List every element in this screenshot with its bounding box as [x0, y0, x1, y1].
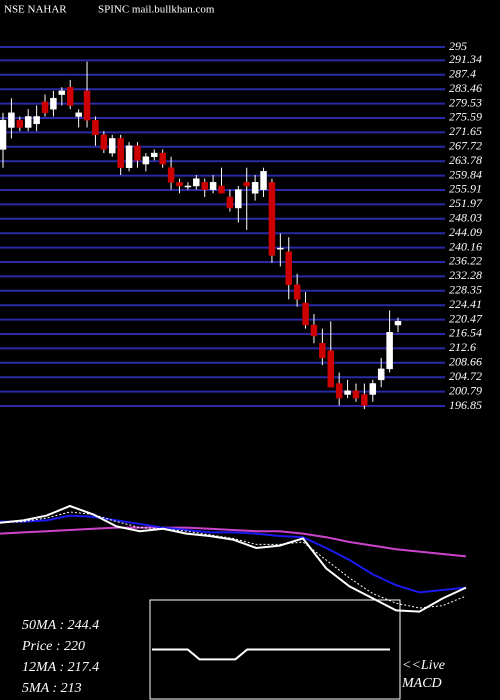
- y-tick-label: 251.97: [449, 196, 483, 210]
- candle-body: [16, 119, 24, 128]
- candle-body: [100, 134, 108, 150]
- candle-body: [66, 86, 74, 106]
- y-tick-label: 204.72: [449, 369, 482, 383]
- candle-body: [302, 302, 309, 326]
- y-tick-label: 228.35: [449, 283, 482, 297]
- candle-body: [277, 247, 284, 250]
- candle-body: [226, 196, 234, 209]
- candle-body: [386, 332, 393, 370]
- candle-body: [201, 182, 208, 190]
- candle-body: [335, 383, 343, 399]
- candle-body: [352, 390, 360, 399]
- y-tick-label: 236.22: [449, 254, 482, 268]
- candle-body: [83, 90, 91, 121]
- stat-label: 12MA : 217.4: [22, 660, 99, 675]
- candle-body: [109, 138, 116, 154]
- candle-body: [319, 343, 326, 359]
- macd-line: [152, 648, 390, 661]
- candle-body: [41, 101, 49, 114]
- y-tick-label: 212.6: [449, 340, 476, 354]
- y-tick-label: 283.46: [449, 81, 482, 95]
- candle-body: [142, 156, 150, 165]
- stat-label: 50MA : 244.4: [22, 618, 99, 633]
- candle-body: [50, 97, 57, 110]
- candle-body: [285, 251, 292, 285]
- y-tick-label: 287.4: [449, 67, 476, 81]
- candle-body: [293, 284, 301, 300]
- candle-body: [243, 182, 250, 187]
- candle-body: [33, 116, 40, 125]
- candle-body: [344, 390, 351, 395]
- y-tick-label: 267.72: [449, 139, 482, 153]
- y-tick-label: 248.03: [449, 211, 482, 225]
- macd-label: MACD: [401, 676, 442, 691]
- candle-body: [8, 112, 15, 128]
- indicator-line: [0, 526, 467, 558]
- indicator-line: [0, 514, 467, 594]
- macd-box: [149, 599, 401, 700]
- live-note: <<Live: [402, 658, 445, 673]
- y-tick-label: 295: [449, 39, 467, 53]
- y-tick-label: 208.66: [449, 355, 482, 369]
- candle-body: [251, 182, 259, 194]
- indicator-line: [0, 504, 467, 613]
- y-tick-label: 240.16: [449, 239, 482, 253]
- chart-subtitle: SPINC mail.bullkhan.com: [98, 4, 215, 16]
- candle-body: [394, 321, 402, 326]
- candle-body: [184, 185, 192, 188]
- y-tick-label: 259.84: [449, 167, 482, 181]
- candle-body: [268, 182, 276, 256]
- candle-body: [167, 167, 175, 183]
- y-tick-label: 279.53: [449, 95, 482, 109]
- y-tick-label: 263.78: [449, 153, 482, 167]
- y-tick-label: 216.54: [449, 326, 482, 340]
- y-tick-label: 271.65: [449, 124, 482, 138]
- candle-body: [24, 116, 32, 128]
- chart-title: NSE NAHAR: [4, 4, 67, 16]
- candle-body: [0, 119, 7, 150]
- y-tick-label: 255.91: [449, 182, 482, 196]
- candle-body: [58, 90, 66, 95]
- y-tick-label: 232.28: [449, 268, 482, 282]
- candle-body: [369, 383, 377, 395]
- candle-body: [218, 185, 225, 194]
- candle-body: [75, 112, 82, 117]
- y-tick-label: 291.34: [449, 52, 482, 66]
- candle-body: [327, 350, 335, 388]
- stat-label: Price : 220: [21, 639, 85, 654]
- candle-body: [377, 368, 385, 381]
- y-tick-label: 200.79: [449, 383, 482, 397]
- candle-body: [159, 152, 166, 165]
- y-tick-label: 244.09: [449, 225, 482, 239]
- candle-body: [361, 394, 368, 406]
- y-tick-label: 196.85: [449, 398, 482, 412]
- candle-body: [209, 182, 217, 190]
- candle-body: [92, 119, 99, 136]
- candle-body: [117, 138, 124, 168]
- stat-label: 5MA : 213: [22, 681, 82, 696]
- candle-body: [176, 182, 183, 187]
- candle-body: [134, 145, 141, 161]
- candle-body: [310, 324, 318, 337]
- candle-body: [235, 189, 242, 209]
- indicator-line: [0, 511, 467, 609]
- candle-body: [151, 152, 158, 157]
- y-tick-label: 275.59: [449, 110, 482, 124]
- y-tick-label: 224.41: [449, 297, 482, 311]
- candle-body: [260, 171, 267, 190]
- candle-body: [125, 145, 133, 168]
- y-tick-label: 220.47: [449, 311, 483, 325]
- candle-body: [193, 178, 200, 187]
